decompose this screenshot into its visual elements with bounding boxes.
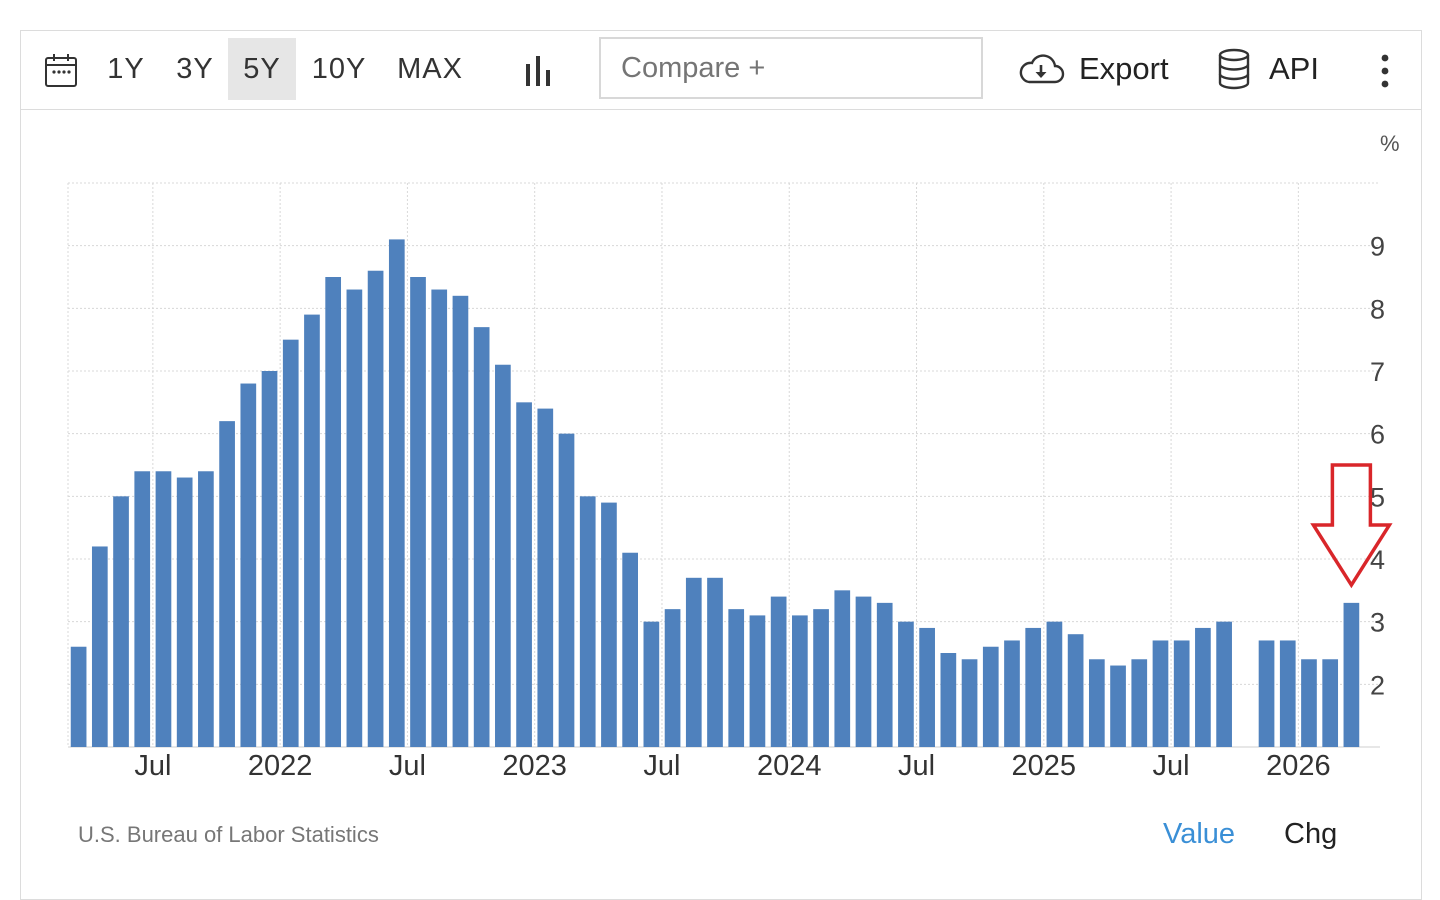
bar[interactable] — [1088, 659, 1105, 747]
bar[interactable] — [452, 295, 469, 747]
tab-value[interactable]: Value — [1163, 818, 1236, 850]
bar[interactable] — [473, 327, 490, 747]
bar[interactable] — [643, 621, 660, 747]
bar[interactable] — [1322, 659, 1339, 747]
bar[interactable] — [1110, 665, 1126, 747]
bar[interactable] — [134, 471, 151, 747]
bar[interactable] — [261, 371, 278, 747]
bar[interactable] — [834, 590, 851, 747]
bar[interactable] — [1173, 640, 1190, 747]
x-tick-label: Jul — [389, 750, 426, 782]
bar[interactable] — [1131, 659, 1148, 747]
x-tick-label: Jul — [134, 750, 171, 782]
bar[interactable] — [537, 408, 554, 747]
bar[interactable] — [198, 471, 214, 747]
bar[interactable] — [1301, 659, 1317, 747]
compare-input[interactable] — [599, 37, 983, 99]
bar[interactable] — [728, 609, 745, 747]
bar[interactable] — [1004, 640, 1020, 747]
bar[interactable] — [367, 270, 384, 747]
export-label: Export — [1079, 51, 1169, 86]
range-button-3y[interactable]: 3Y — [176, 52, 214, 85]
bar[interactable] — [876, 602, 893, 747]
bar[interactable] — [495, 364, 511, 747]
bar[interactable] — [1025, 627, 1042, 747]
bar[interactable] — [664, 609, 681, 747]
tab-chg[interactable]: Chg — [1284, 818, 1338, 850]
range-button-max[interactable]: MAX — [397, 52, 463, 85]
bar[interactable] — [579, 496, 596, 747]
bar[interactable] — [240, 383, 257, 747]
bar[interactable] — [898, 621, 914, 747]
cloud-download-icon — [1019, 54, 1065, 84]
bar[interactable] — [622, 552, 638, 747]
bar[interactable] — [388, 239, 405, 747]
y-tick-label: 8 — [1370, 294, 1385, 324]
y-tick-label: 6 — [1370, 420, 1385, 450]
bar[interactable] — [1067, 634, 1084, 747]
export-button[interactable]: Export — [1017, 38, 1169, 100]
bar[interactable] — [1343, 602, 1360, 747]
bar[interactable] — [1279, 640, 1296, 747]
bar[interactable] — [410, 277, 426, 747]
more-options-icon[interactable] — [1375, 54, 1395, 88]
bar[interactable] — [282, 339, 299, 747]
data-source: U.S. Bureau of Labor Statistics — [78, 822, 379, 847]
bar[interactable] — [70, 646, 87, 747]
range-button-10y[interactable]: 10Y — [311, 52, 367, 85]
bar[interactable] — [685, 577, 702, 747]
chart-toolbar: 1Y 3Y 5Y 10Y MAX Export API — [20, 30, 1422, 110]
x-tick-label: 2026 — [1266, 750, 1331, 782]
bar[interactable] — [940, 653, 957, 747]
bar[interactable] — [558, 433, 575, 747]
bar[interactable] — [749, 615, 766, 747]
bar[interactable] — [813, 609, 829, 747]
y-tick-label: 3 — [1370, 608, 1385, 638]
bar[interactable] — [1258, 640, 1275, 747]
bar[interactable] — [1216, 621, 1232, 747]
y-tick-label: 9 — [1370, 232, 1385, 262]
bar[interactable] — [1152, 640, 1169, 747]
bar[interactable] — [304, 314, 320, 747]
bar[interactable] — [601, 502, 617, 747]
x-tick-label: Jul — [643, 750, 680, 782]
x-tick-label: 2023 — [502, 750, 567, 782]
bar[interactable] — [919, 627, 935, 747]
bar[interactable] — [982, 646, 999, 747]
highlight-arrow — [1310, 463, 1393, 589]
y-tick-label: 5 — [1370, 482, 1385, 512]
x-tick-label: Jul — [1153, 750, 1190, 782]
api-label: API — [1269, 51, 1319, 86]
database-icon — [1218, 48, 1250, 90]
x-tick-label: 2025 — [1012, 750, 1077, 782]
bar[interactable] — [707, 577, 723, 747]
x-tick-label: 2024 — [757, 750, 822, 782]
range-button-5y[interactable]: 5Y — [228, 38, 296, 100]
bar[interactable] — [1195, 627, 1211, 747]
bar[interactable] — [219, 421, 235, 747]
bar[interactable] — [961, 659, 978, 747]
bar[interactable] — [91, 546, 108, 747]
api-button[interactable]: API — [1217, 38, 1319, 100]
range-button-1y[interactable]: 1Y — [107, 52, 145, 85]
bar[interactable] — [176, 477, 193, 747]
unit-label: % — [1380, 131, 1400, 156]
y-tick-label: 2 — [1370, 670, 1385, 700]
bar-chart-icon[interactable] — [523, 54, 553, 86]
bar[interactable] — [1046, 621, 1063, 747]
bar[interactable] — [155, 471, 172, 747]
bar[interactable] — [113, 496, 129, 747]
bar[interactable] — [855, 596, 872, 747]
bar[interactable] — [431, 289, 448, 747]
bar[interactable] — [770, 596, 787, 747]
y-tick-label: 7 — [1370, 357, 1385, 387]
bar[interactable] — [325, 277, 342, 747]
bar[interactable] — [516, 402, 532, 747]
bar[interactable] — [792, 615, 808, 747]
x-tick-label: Jul — [898, 750, 935, 782]
bar[interactable] — [346, 289, 363, 747]
calendar-icon[interactable] — [44, 52, 78, 88]
x-tick-label: 2022 — [248, 750, 313, 782]
